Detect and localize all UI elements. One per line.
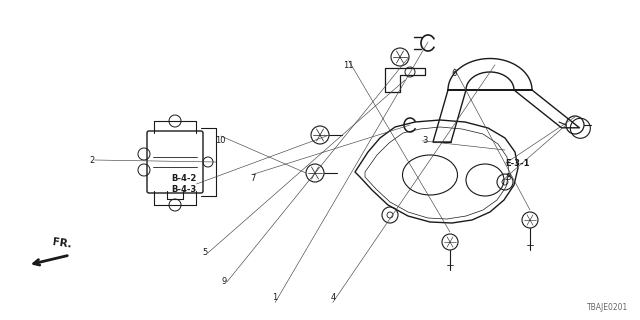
Text: 3: 3 <box>422 136 428 145</box>
Text: B-4-2
B-4-3: B-4-2 B-4-3 <box>171 174 196 194</box>
Text: 8: 8 <box>506 173 511 182</box>
Text: 1: 1 <box>273 293 278 302</box>
Text: 9: 9 <box>222 277 227 286</box>
Text: TBAJE0201: TBAJE0201 <box>587 303 628 312</box>
Text: 10: 10 <box>216 136 226 145</box>
Text: FR.: FR. <box>52 237 72 250</box>
Text: 2: 2 <box>90 156 95 164</box>
Text: 7: 7 <box>250 174 255 183</box>
Text: 4: 4 <box>330 293 335 302</box>
Text: 11: 11 <box>344 61 354 70</box>
Text: 6: 6 <box>452 69 457 78</box>
Text: E-3-1: E-3-1 <box>506 159 530 168</box>
Text: 5: 5 <box>203 248 208 257</box>
